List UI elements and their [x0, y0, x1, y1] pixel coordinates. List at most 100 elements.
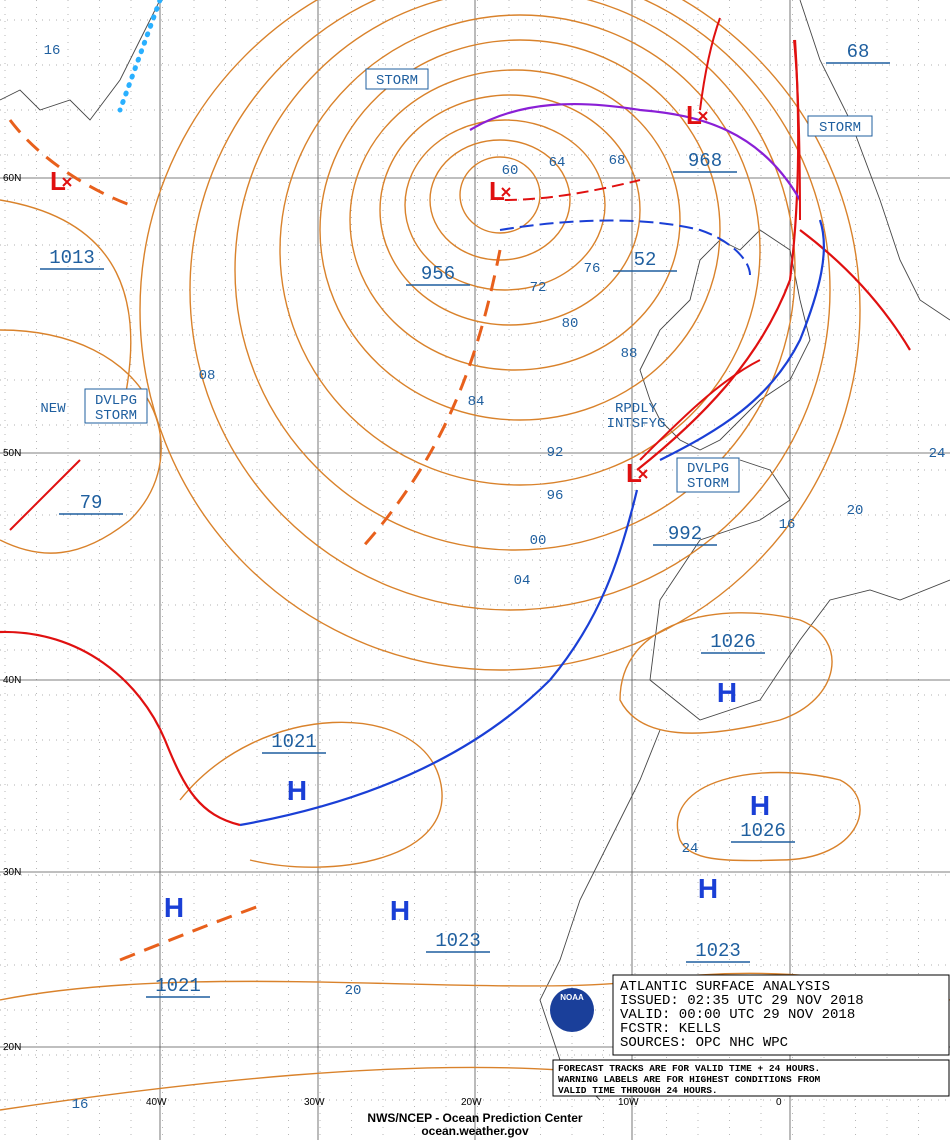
fronts — [0, 0, 911, 962]
center-pressure: 1026 — [710, 631, 756, 653]
center-pressure: 1023 — [435, 930, 481, 952]
warning-label: STORM — [687, 476, 729, 492]
warning-label: DVLPG — [687, 461, 729, 477]
isobar-label: 08 — [199, 368, 216, 384]
lat-label: 40N — [3, 675, 21, 686]
high-center: H — [750, 790, 770, 821]
low-cross — [638, 469, 648, 479]
isobar — [429, 139, 571, 261]
isobar — [0, 329, 162, 554]
scandinavia-coast — [799, 0, 950, 321]
isobar-label: 16 — [779, 517, 796, 533]
warm-front — [0, 630, 241, 827]
isobar-label: 60 — [502, 163, 519, 179]
isobar-label: 92 — [547, 445, 564, 461]
lat-label: 20N — [3, 1042, 21, 1053]
isobar — [349, 69, 681, 371]
note-line: WARNING LABELS ARE FOR HIGHEST CONDITION… — [558, 1074, 821, 1085]
lon-label: 10W — [618, 1097, 639, 1108]
center-pressure: 992 — [668, 523, 702, 545]
occluded-front — [469, 102, 801, 201]
warning-label: DVLPG — [95, 393, 137, 409]
info-box — [612, 974, 950, 1056]
trough — [119, 903, 263, 962]
isobar — [189, 0, 831, 611]
low-cross — [62, 177, 72, 187]
trough — [358, 249, 502, 552]
greenland-coast — [0, 0, 161, 121]
isobar — [139, 0, 861, 671]
isobar-label: 84 — [468, 394, 485, 410]
low-center: L — [50, 166, 66, 196]
isobar — [619, 612, 833, 734]
center-pressure: 968 — [688, 150, 722, 172]
warning-box — [365, 68, 429, 90]
warning-label: INTSFYG — [607, 416, 666, 432]
isobar — [0, 199, 132, 421]
warning-label: RPDLY — [615, 401, 658, 417]
coastlines — [0, 0, 950, 1101]
center-pressure: 1021 — [155, 975, 201, 997]
low-cross — [698, 111, 708, 121]
africa-coast — [539, 729, 661, 1101]
isobar — [0, 1066, 561, 1111]
isobar-label: 00 — [530, 533, 547, 549]
lon-label: 20W — [461, 1097, 482, 1108]
isobar-label: 64 — [549, 155, 566, 171]
british-isles — [639, 229, 811, 451]
info-line: SOURCES: OPC NHC WPC — [620, 1035, 788, 1051]
isobar-label: 72 — [530, 280, 547, 296]
track — [9, 17, 801, 531]
center-pressure: 68 — [847, 41, 870, 63]
footer-line: NWS/NCEP - Ocean Prediction Center — [367, 1111, 582, 1125]
cold-front — [659, 219, 826, 461]
lon-label: 0 — [776, 1097, 782, 1108]
warning-box — [676, 457, 740, 493]
isobar-label: 88 — [621, 346, 638, 362]
isobar — [404, 119, 606, 291]
isobar-label: 68 — [609, 153, 626, 169]
footer-line: ocean.weather.gov — [421, 1124, 529, 1138]
logo-text: NOAA — [560, 993, 584, 1002]
low-center: L — [686, 100, 702, 130]
isobar-label: 20 — [345, 983, 362, 999]
info-line: ATLANTIC SURFACE ANALYSIS — [620, 979, 830, 995]
center-pressure: 1021 — [271, 731, 317, 753]
isobar-label: 96 — [547, 488, 564, 504]
isobar — [379, 94, 641, 326]
info-line: VALID: 00:00 UTC 29 NOV 2018 — [620, 1007, 855, 1023]
isobar-label: 20 — [847, 503, 864, 519]
cold-front — [239, 489, 639, 827]
info-line: ISSUED: 02:35 UTC 29 NOV 2018 — [620, 993, 864, 1009]
low-center: L — [626, 458, 642, 488]
isobar-label: 04 — [514, 573, 531, 589]
isobar-label: 16 — [72, 1097, 89, 1113]
lon-label: 40W — [146, 1097, 167, 1108]
cold-front-dashed — [499, 219, 751, 276]
isobar-label: 80 — [562, 316, 579, 332]
note-line: FORECAST TRACKS ARE FOR VALID TIME + 24 … — [558, 1063, 820, 1074]
center-pressure: 79 — [80, 492, 103, 514]
isobar — [234, 0, 796, 551]
lat-label: 50N — [3, 448, 21, 459]
warning-label: STORM — [819, 120, 861, 136]
ice-edge — [117, 0, 163, 113]
trough — [8, 119, 131, 207]
isobar-label: 16 — [44, 43, 61, 59]
note-box — [552, 1059, 950, 1097]
text-layer: 60N 50N 40N 30N 20N 40W 30W 20W 10W 0 16 08 60 64 68 72… — [3, 41, 945, 1138]
high-center: H — [164, 892, 184, 923]
lon-label: 30W — [304, 1097, 325, 1108]
note-line: VALID TIME THROUGH 24 HOURS. — [558, 1085, 718, 1096]
isobar — [676, 771, 861, 862]
low-center: L — [489, 176, 505, 206]
isobar — [319, 39, 721, 421]
isobar-label: 24 — [682, 841, 699, 857]
noaa-logo — [550, 988, 594, 1032]
warning-label: STORM — [95, 408, 137, 424]
europe-coast — [649, 459, 950, 721]
high-center: H — [717, 677, 737, 708]
warning-label: NEW — [40, 401, 66, 417]
